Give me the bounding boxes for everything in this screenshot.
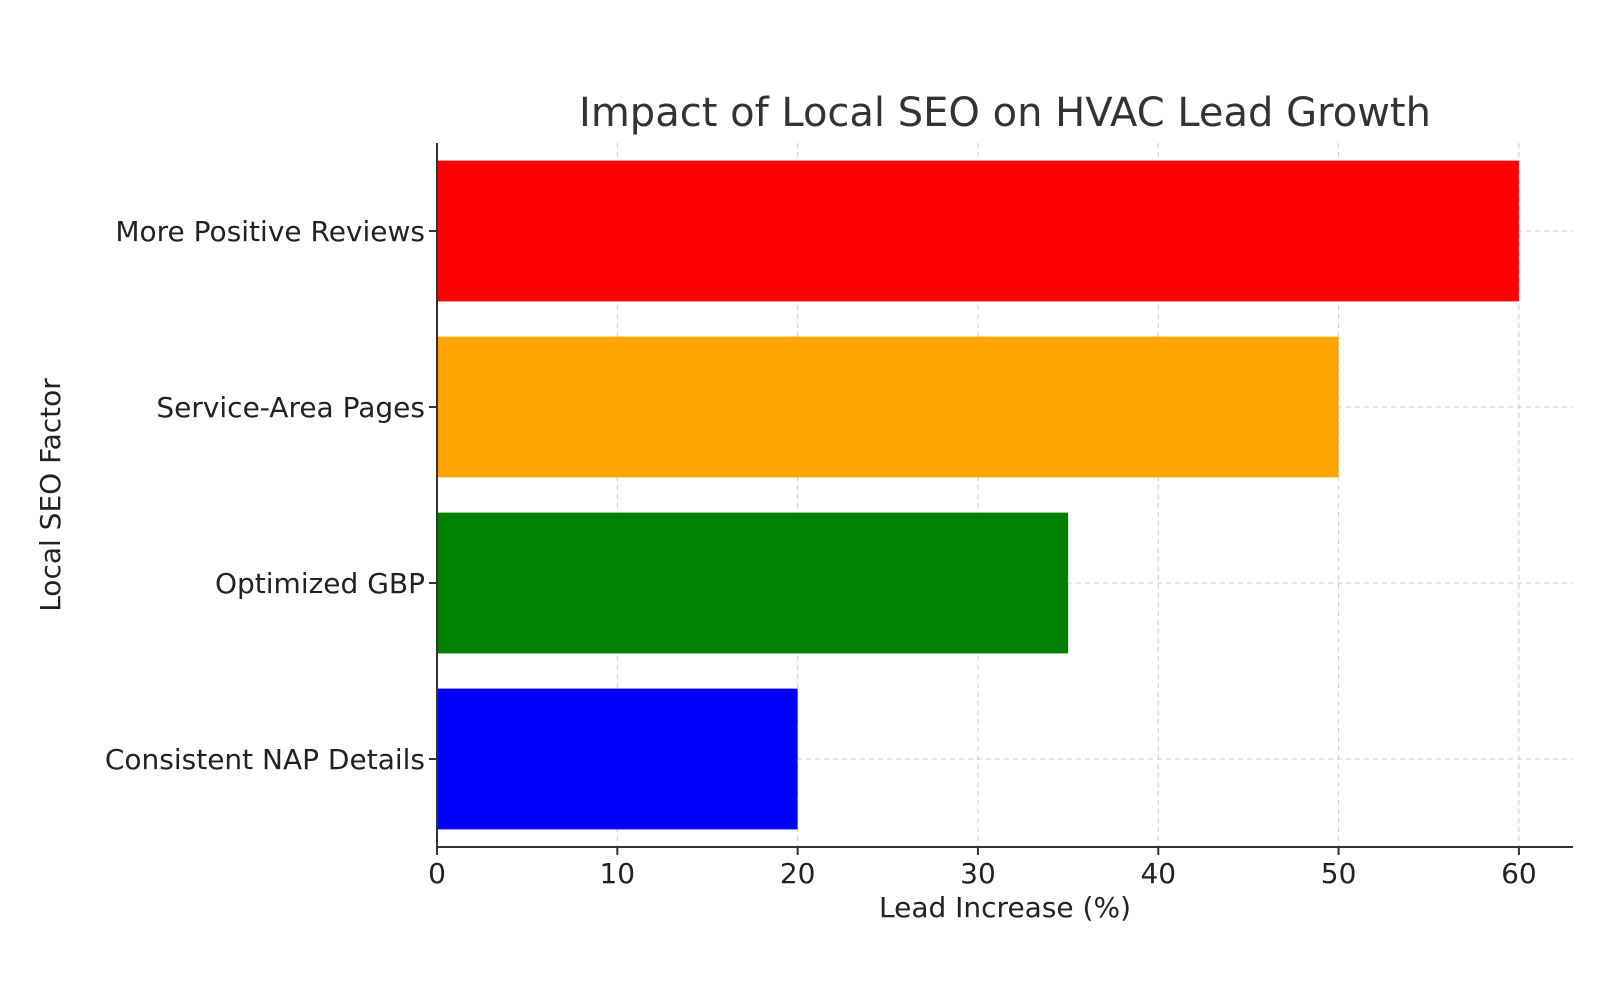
x-tick-label: 50 (1321, 857, 1357, 890)
x-tick-label: 0 (428, 857, 446, 890)
y-tick-label: Service-Area Pages (156, 391, 425, 424)
chart-title: Impact of Local SEO on HVAC Lead Growth (579, 90, 1431, 136)
y-tick-label: More Positive Reviews (115, 215, 425, 248)
bar-more-positive-reviews (437, 160, 1519, 302)
x-tick-label: 10 (599, 857, 635, 890)
y-tick-label: Consistent NAP Details (105, 743, 425, 776)
x-tick-label: 40 (1140, 857, 1176, 890)
x-axis-label: Lead Increase (%) (879, 891, 1131, 924)
bar-layer (437, 160, 1519, 830)
x-tick-label: 30 (960, 857, 996, 890)
bar-service-area-pages (437, 336, 1339, 478)
y-tick-label: Optimized GBP (215, 567, 425, 600)
bar-consistent-nap-details (437, 688, 798, 830)
bar-optimized-gbp (437, 512, 1069, 654)
x-tick-label: 60 (1501, 857, 1537, 890)
x-tick-label: 20 (780, 857, 816, 890)
y-axis-label: Local SEO Factor (34, 378, 67, 612)
axis-layer: 0 10 20 30 40 50 60 Consistent NAP Details Optim… (105, 143, 1573, 890)
